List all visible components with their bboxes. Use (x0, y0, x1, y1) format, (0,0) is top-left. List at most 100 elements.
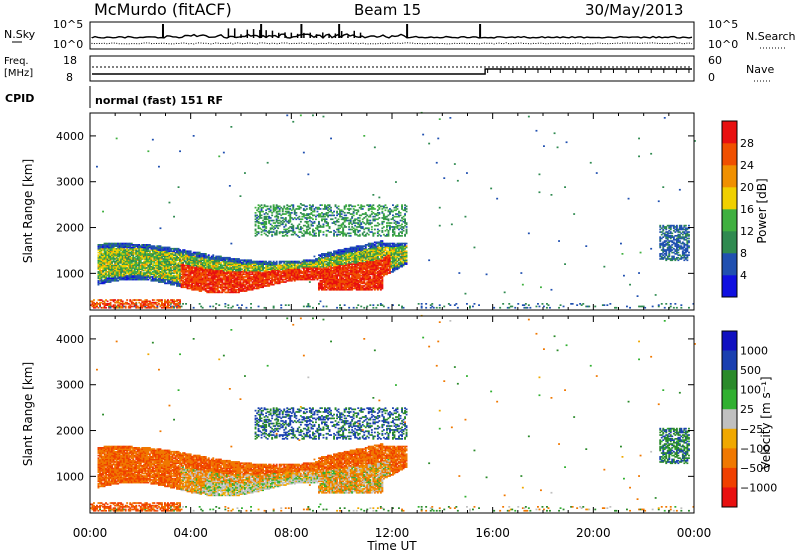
power-cell (239, 287, 242, 290)
power-cell (170, 269, 172, 272)
power-cell (269, 217, 272, 219)
power-cell (189, 286, 192, 289)
power-cell (188, 254, 191, 256)
power-cell (203, 287, 206, 290)
power-cell (154, 247, 157, 250)
power-cell (112, 255, 115, 258)
power-cell (138, 276, 141, 278)
power-cell (195, 264, 198, 267)
power-cell (218, 256, 221, 259)
power-cell (342, 281, 345, 283)
power-cell (197, 260, 200, 263)
power-cell (204, 264, 207, 267)
power-cell (238, 263, 240, 265)
power-cell (293, 277, 296, 280)
power-cell (159, 227, 162, 230)
power-cell (322, 226, 325, 228)
power-cell (325, 265, 328, 268)
power-cell (156, 301, 159, 304)
power-cell (336, 282, 338, 285)
power-cell (192, 269, 195, 272)
power-cell (136, 263, 139, 265)
power-cell (265, 279, 268, 282)
power-cell (230, 281, 233, 283)
power-cell (114, 255, 117, 258)
power-cell (284, 268, 287, 271)
power-cell (225, 258, 228, 260)
power-cell (204, 279, 207, 282)
power-cell (99, 279, 101, 282)
power-cell (298, 272, 301, 274)
power-cell (141, 247, 144, 250)
power-cell (333, 279, 335, 282)
power-cell (304, 278, 307, 281)
power-cell (185, 277, 187, 280)
power-cell (345, 262, 348, 264)
power-cell (339, 283, 341, 286)
power-cell (259, 212, 261, 214)
power-cell (339, 269, 341, 272)
power-cell (327, 286, 329, 289)
power-cell (286, 269, 289, 272)
power-cell (114, 254, 117, 256)
power-cell (124, 246, 127, 249)
power-cell (227, 304, 230, 306)
power-cell (319, 283, 322, 286)
power-cell (333, 232, 335, 235)
power-cell (290, 273, 293, 276)
power-cell (269, 260, 272, 263)
power-cell (322, 273, 325, 276)
power-cell (328, 263, 331, 265)
power-cell (324, 287, 326, 290)
power-cell (118, 253, 121, 255)
power-cell (251, 278, 254, 281)
power-cell (298, 277, 301, 280)
power-cell (271, 231, 274, 233)
power-cell (221, 281, 224, 283)
power-cell (275, 232, 278, 235)
power-cell (216, 288, 219, 291)
power-cell (97, 247, 100, 250)
power-cell (230, 290, 233, 292)
power-cell (259, 277, 261, 280)
power-cell (337, 227, 340, 230)
power-cell (286, 276, 289, 278)
power-cell (231, 288, 234, 291)
power-cell (333, 283, 335, 286)
power-cell (292, 264, 295, 267)
power-cell (112, 300, 115, 303)
power-cell (299, 226, 302, 228)
power-cell (198, 278, 201, 281)
power-cell (177, 258, 180, 260)
power-cell (141, 256, 144, 259)
power-cell (328, 273, 331, 276)
power-cell (97, 249, 100, 251)
power-cell (179, 269, 181, 272)
power-cell (148, 260, 151, 263)
power-cell (105, 267, 107, 269)
power-cell (147, 255, 150, 258)
power-cell (337, 287, 340, 290)
power-cell (271, 264, 274, 267)
power-cell (283, 206, 286, 209)
power-cell (177, 254, 180, 256)
power-cell (126, 249, 129, 251)
power-cell (312, 214, 314, 217)
power-cell (218, 155, 221, 158)
power-cell (129, 299, 132, 301)
power-cell (120, 306, 123, 309)
power-cell (189, 256, 192, 259)
power-cell (256, 268, 258, 271)
power-cell (318, 226, 320, 228)
power-cell (304, 277, 307, 280)
power-cell (207, 254, 210, 256)
power-cell (103, 253, 106, 255)
power-cell (195, 256, 198, 259)
power-cell (248, 263, 251, 265)
power-cell (330, 267, 332, 269)
power-cell (247, 267, 249, 269)
power-cell (120, 246, 123, 249)
power-cell (204, 285, 207, 287)
power-cell (168, 274, 171, 277)
power-cell (325, 273, 328, 276)
